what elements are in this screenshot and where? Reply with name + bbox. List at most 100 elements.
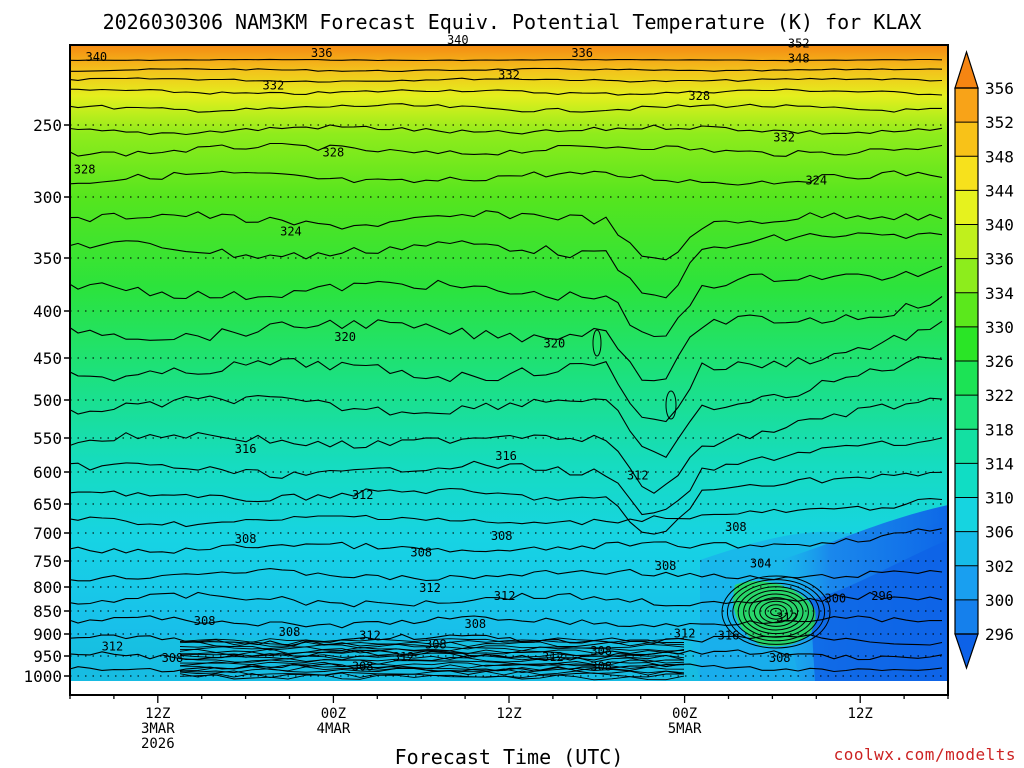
- contour-label-21: 308: [491, 529, 513, 543]
- contour-label-40: 312: [393, 650, 415, 664]
- contour-label-0: 340: [85, 50, 107, 64]
- colorbar-swatch-296: [955, 599, 978, 635]
- contour-lines: [70, 58, 943, 681]
- colorbar-swatch-344: [955, 156, 978, 191]
- contour-label-8: 328: [688, 89, 710, 103]
- contour-line-0: [70, 58, 943, 62]
- contour-line-10: [70, 265, 943, 338]
- contour-label-7: 332: [498, 68, 520, 82]
- pbl-contour-12: [179, 663, 685, 670]
- pbl-contour-13: [179, 666, 685, 672]
- x-tick-label-0-2: 2026: [141, 736, 175, 752]
- colorbar-swatch-306: [955, 497, 978, 533]
- y-tick-label-750: 750: [33, 552, 62, 571]
- x-tick-label-4-0: 12Z: [848, 706, 873, 722]
- y-tick-label-950: 950: [33, 647, 62, 666]
- colorbar-swatch-336: [955, 224, 978, 260]
- colorbar-extend-top: [954, 50, 979, 89]
- y-tick-label-850: 850: [33, 602, 62, 621]
- pbl-contour-11: [179, 661, 685, 667]
- contour-line-16: [70, 471, 943, 535]
- contour-label-29: 296: [871, 589, 893, 603]
- contour-label-10: 328: [74, 163, 96, 177]
- y-tick-label-600: 600: [33, 463, 62, 482]
- pbl-contour-7: [179, 652, 685, 659]
- contour-label-20: 308: [235, 532, 257, 546]
- gradient-ring-0: [770, 607, 782, 617]
- contour-line-4: [70, 103, 942, 113]
- x-tick-label-1-1: 4MAR: [317, 721, 351, 737]
- y-tick-label-400: 400: [33, 302, 62, 321]
- colorbar: 296 300 302 306 310 314 318 322 326 330 334 336 340 3…: [954, 50, 1014, 670]
- x-tick-label-3-1: 5MAR: [668, 721, 702, 737]
- colorbar-label-314: 314: [985, 454, 1014, 473]
- colorbar-swatch-330: [955, 292, 978, 328]
- contour-label-17: 316: [495, 449, 517, 463]
- colorbar-label-302: 302: [985, 557, 1014, 576]
- y-tick-label-700: 700: [33, 524, 62, 543]
- x-tick-label-3-0: 00Z: [672, 706, 697, 722]
- pbl-contour-1: [180, 639, 685, 646]
- colorbar-swatch-340: [955, 190, 978, 225]
- y-tick-label-450: 450: [33, 349, 62, 368]
- contour-label-4: 352: [788, 37, 810, 51]
- contour-line-20: [70, 591, 943, 608]
- colorbar-label-334: 334: [985, 284, 1014, 303]
- closed-contour-500: [665, 390, 677, 420]
- ground-surface: [70, 681, 948, 694]
- colorbar-label-344: 344: [985, 181, 1014, 200]
- contour-label-27: 312: [494, 589, 516, 603]
- y-tick-label-300: 300: [33, 188, 62, 207]
- colorbar-label-352: 352: [985, 113, 1014, 132]
- contour-label-33: 308: [279, 625, 301, 639]
- colorbar-label-356: 356: [985, 79, 1014, 98]
- colorbar-label-326: 326: [985, 352, 1014, 371]
- contour-line-12: [70, 320, 943, 423]
- contour-label-38: 308: [425, 637, 447, 651]
- x-tick-label-0-1: 3MAR: [141, 721, 175, 737]
- contour-line-3: [70, 88, 943, 96]
- colorbar-swatch-348: [955, 122, 978, 157]
- plot-area: [70, 45, 948, 694]
- gradient-ring-1: [764, 604, 788, 620]
- colorbar-swatch-322: [955, 361, 978, 396]
- contour-line-13: [70, 356, 943, 459]
- contour-line-21: [70, 615, 943, 629]
- colorbar-swatch-300: [955, 565, 978, 601]
- contour-line-9: [70, 232, 943, 299]
- y-axis: 250 300 350 400 450 500 550 600 650 700 750 800 850 9…: [23, 116, 70, 686]
- contour-label-41: 312: [542, 650, 564, 664]
- colorbar-label-330: 330: [985, 318, 1014, 337]
- closed-contour-450: [592, 329, 602, 357]
- contour-label-13: 324: [280, 225, 302, 239]
- pbl-contour-14: [179, 667, 685, 674]
- contour-label-30: 312: [776, 610, 798, 624]
- contour-label-11: 328: [323, 145, 345, 159]
- colorbar-swatch-314: [955, 429, 978, 464]
- y-tick-label-800: 800: [33, 578, 62, 597]
- contour-line-19: [70, 568, 943, 582]
- contour-line-14: [70, 397, 943, 494]
- colorbar-extend-bottom: [954, 633, 979, 670]
- colorbar-label-310: 310: [985, 489, 1014, 508]
- contour-line-6: [70, 142, 943, 157]
- contour-label-3: 336: [571, 46, 593, 60]
- contour-line-18: [70, 528, 943, 554]
- contour-label-22: 308: [655, 559, 677, 573]
- contour-label-39: 308: [162, 651, 184, 665]
- colorbar-label-300: 300: [985, 591, 1014, 610]
- contour-label-2: 340: [447, 33, 469, 47]
- pbl-contour-0: [179, 637, 685, 643]
- contour-label-19: 312: [627, 469, 649, 483]
- contour-label-45: 308: [590, 659, 612, 673]
- y-tick-label-250: 250: [33, 116, 62, 135]
- contour-label-35: 312: [674, 626, 696, 640]
- gradient-ring-4: [748, 593, 804, 631]
- contour-label-34: 312: [359, 628, 381, 642]
- contour-label-44: 308: [352, 659, 374, 673]
- colorbar-swatch-326: [955, 326, 978, 362]
- pbl-contour-5: [179, 648, 685, 654]
- gradient-ring-9: [721, 575, 831, 649]
- y-tick-label-500: 500: [33, 391, 62, 410]
